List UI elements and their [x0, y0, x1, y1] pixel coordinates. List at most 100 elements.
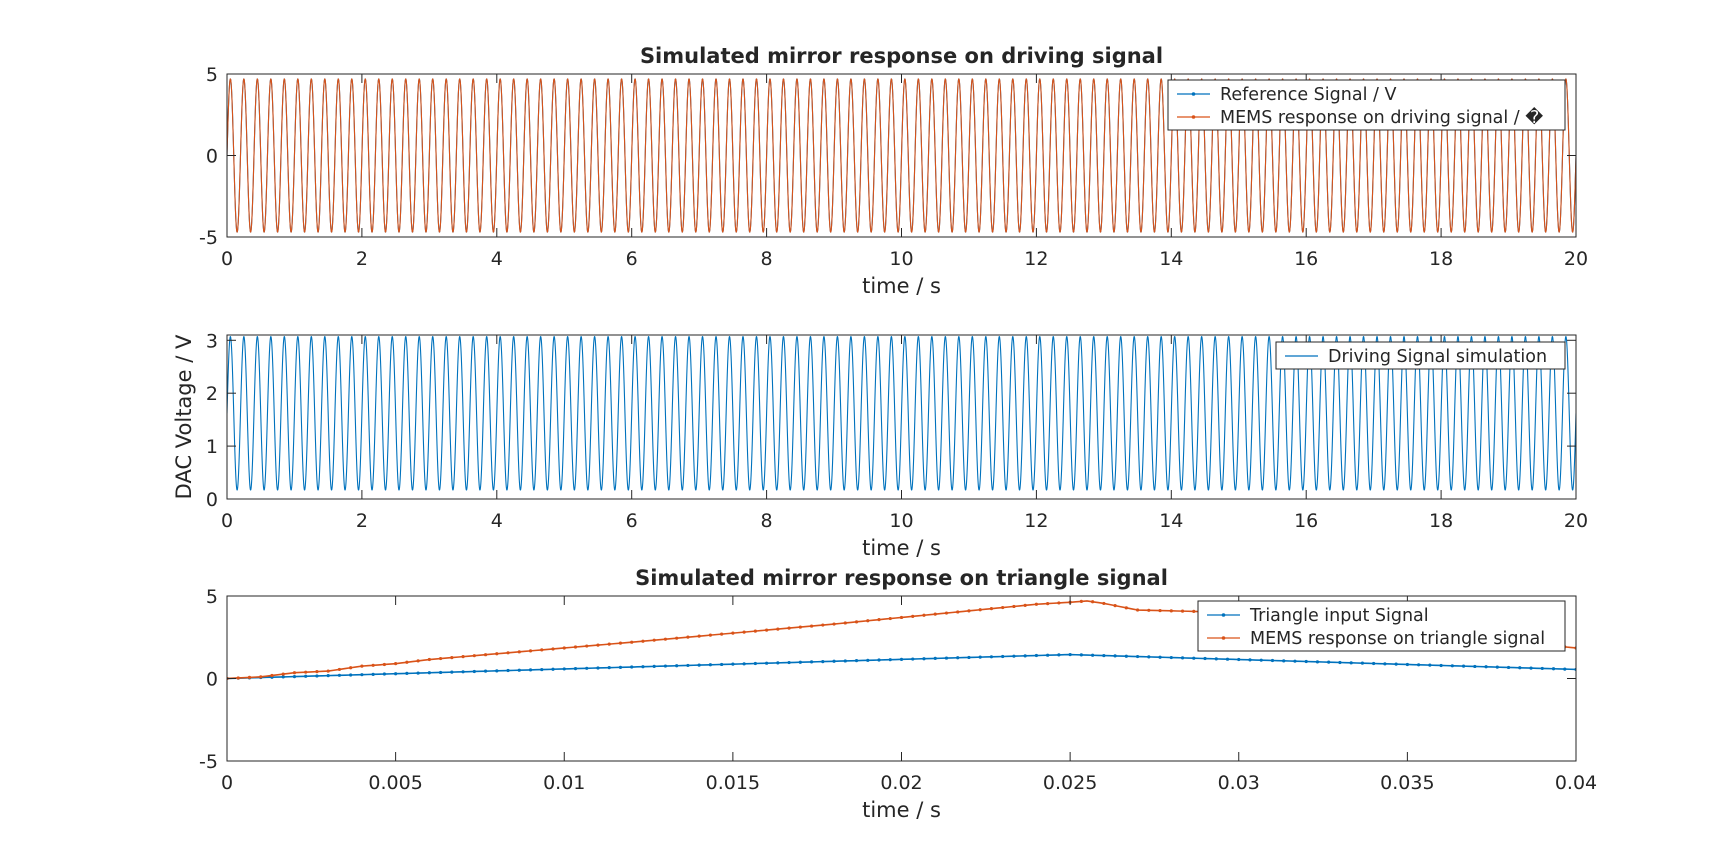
series-point — [675, 636, 679, 640]
series-point — [1203, 656, 1207, 661]
legend-swatch-marker — [1191, 115, 1196, 119]
series-point — [663, 664, 668, 668]
x-tick-label: 0.015 — [706, 772, 760, 794]
series-point — [663, 637, 668, 641]
x-tick-label: 10 — [889, 510, 913, 532]
series-point — [394, 672, 398, 676]
series-point — [1169, 609, 1173, 613]
series-point — [1158, 655, 1162, 659]
series-point — [1192, 656, 1196, 660]
series-point — [956, 656, 960, 660]
series-point — [1518, 666, 1522, 670]
series-point — [787, 660, 791, 665]
y-tick-label: -5 — [199, 751, 218, 773]
x-tick-label: 18 — [1429, 248, 1453, 270]
x-tick-label: 0.03 — [1218, 772, 1260, 794]
series-point — [911, 614, 915, 618]
series-point — [562, 667, 566, 671]
series-point — [911, 657, 915, 661]
series-point — [1057, 601, 1061, 605]
series-point — [1383, 662, 1387, 666]
x-tick-label: 10 — [889, 248, 913, 270]
series-point — [1102, 601, 1106, 606]
legend-entry-label: Driving Signal simulation — [1328, 347, 1547, 367]
series-point — [461, 670, 465, 674]
series-point — [1023, 603, 1027, 607]
x-axis-label: time / s — [862, 274, 941, 298]
series-point — [866, 619, 870, 623]
series-point — [798, 625, 802, 629]
series-point — [686, 663, 690, 668]
series-point — [618, 641, 623, 645]
x-tick-label: 0.01 — [543, 772, 585, 794]
legend-box — [1197, 600, 1566, 652]
series-point — [1012, 604, 1016, 609]
series-point — [607, 666, 611, 670]
chart-title: Simulated mirror response on triangle si… — [635, 566, 1168, 590]
series-point — [1439, 663, 1443, 668]
series-point — [292, 671, 297, 675]
series-point — [1529, 666, 1533, 670]
series-point — [1417, 663, 1421, 667]
series-point — [720, 632, 724, 636]
series-point — [360, 673, 364, 677]
legend: Driving Signal simulation — [1275, 341, 1566, 370]
series-point — [1461, 664, 1466, 668]
series-point — [259, 675, 263, 679]
series-point — [708, 633, 712, 637]
series-point — [1147, 608, 1151, 612]
series-point — [731, 631, 735, 635]
series-point — [315, 674, 319, 678]
series-point — [1237, 657, 1241, 662]
legend-entry-label: MEMS response on driving signal / � — [1220, 107, 1543, 128]
series-point — [1315, 660, 1320, 664]
series-point — [843, 659, 847, 663]
series-point — [1270, 658, 1275, 663]
series-point — [1046, 601, 1050, 606]
y-tick-label: 3 — [206, 330, 218, 352]
series-point — [1304, 659, 1308, 664]
series-point — [472, 654, 476, 658]
series-point — [270, 673, 274, 678]
series-point — [776, 627, 780, 631]
series-point — [349, 666, 353, 670]
series-point — [618, 665, 623, 669]
x-tick-label: 4 — [491, 510, 503, 532]
series-point — [1360, 661, 1365, 665]
series-point — [1248, 658, 1252, 662]
chart-title: Simulated mirror response on driving sig… — [640, 44, 1163, 68]
series-point — [1135, 608, 1140, 612]
x-tick-label: 0.035 — [1380, 772, 1434, 794]
x-tick-label: 12 — [1024, 510, 1048, 532]
series-point — [787, 626, 791, 630]
series-point — [551, 647, 555, 651]
legend-swatch-marker — [1191, 92, 1196, 96]
series-point — [967, 609, 971, 613]
series-point — [450, 670, 454, 674]
x-tick-label: 0.025 — [1043, 772, 1097, 794]
series-point — [854, 620, 859, 624]
series-point — [742, 662, 746, 666]
legend-box — [1167, 79, 1566, 131]
series-point — [416, 671, 420, 675]
series-point — [989, 607, 994, 611]
x-tick-label: 4 — [491, 248, 503, 270]
series-point — [1484, 665, 1488, 669]
series-point — [349, 673, 353, 677]
series-point — [1057, 653, 1061, 657]
series-point — [753, 629, 757, 633]
series-point — [1428, 663, 1432, 667]
series-point — [1349, 661, 1353, 665]
series-point — [337, 673, 342, 677]
series-point — [1327, 660, 1331, 664]
series-point — [1372, 661, 1376, 666]
series-point — [888, 616, 892, 621]
series-point — [247, 675, 252, 680]
series-point — [641, 639, 645, 643]
series-point — [562, 646, 566, 650]
series-point — [832, 659, 836, 663]
